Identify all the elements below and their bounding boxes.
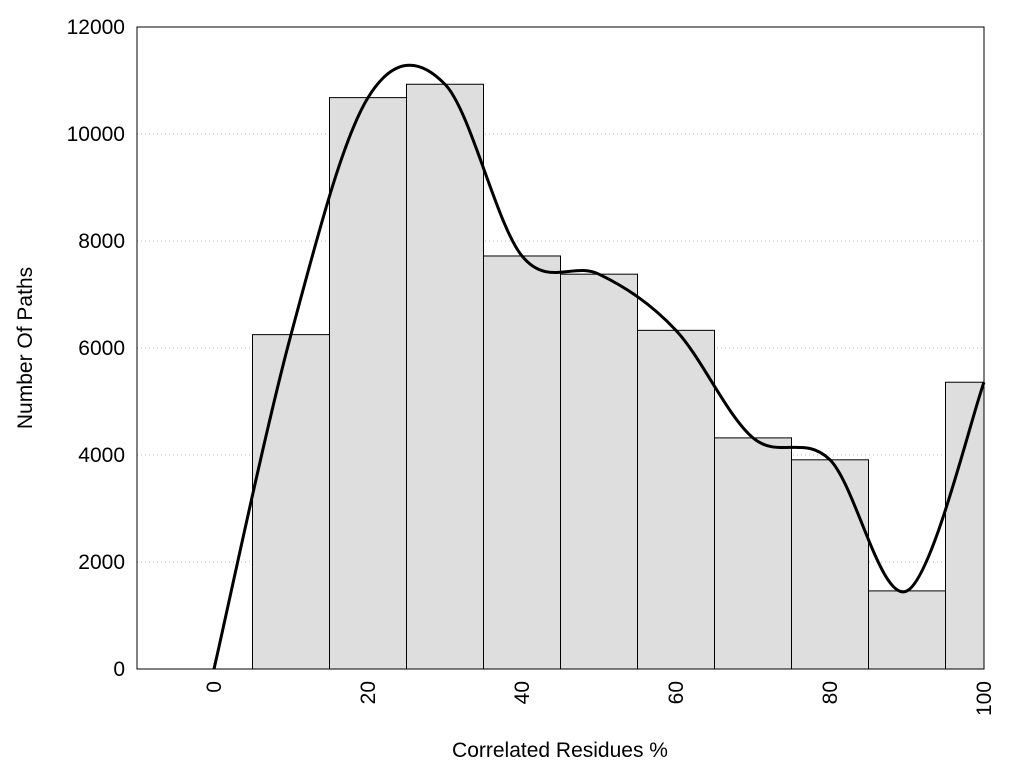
y-tick-label: 6000 [78,337,125,360]
x-tick-label: 100 [973,681,996,716]
bar [637,329,715,670]
bar [406,83,484,670]
bar [483,255,561,670]
x-tick-label: 80 [819,681,842,704]
bar [329,97,407,670]
x-tick-label: 60 [665,681,688,704]
bar [560,273,638,670]
bar [714,437,792,670]
bar [791,459,869,670]
plot-frame [136,26,985,670]
trend-line [212,63,986,670]
y-tick-label: 10000 [67,123,125,146]
x-tick-label: 0 [203,681,226,693]
y-axis-label: Number Of Paths [14,267,37,429]
y-tick-label: 0 [113,658,125,681]
bar [945,381,985,670]
y-tick-label: 8000 [78,230,125,253]
x-axis-label: Correlated Residues % [452,739,668,762]
x-tick-label: 40 [511,681,534,704]
bar [868,590,946,670]
x-tick-label: 20 [357,681,380,704]
y-tick-label: 12000 [67,16,125,39]
y-tick-label: 2000 [78,551,125,574]
bar [252,334,330,670]
y-tick-label: 4000 [78,444,125,467]
